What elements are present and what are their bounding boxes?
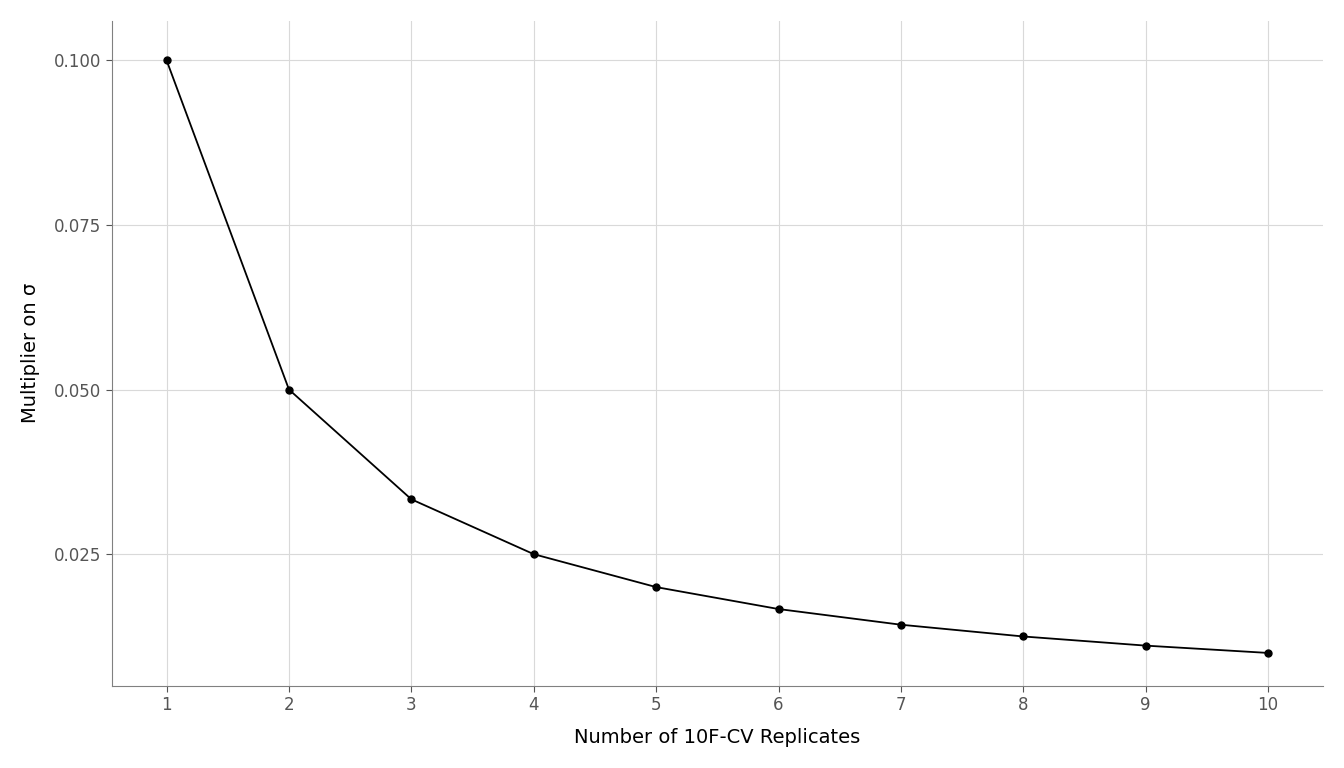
- X-axis label: Number of 10F-CV Replicates: Number of 10F-CV Replicates: [574, 728, 860, 747]
- Y-axis label: Multiplier on σ: Multiplier on σ: [22, 283, 40, 423]
